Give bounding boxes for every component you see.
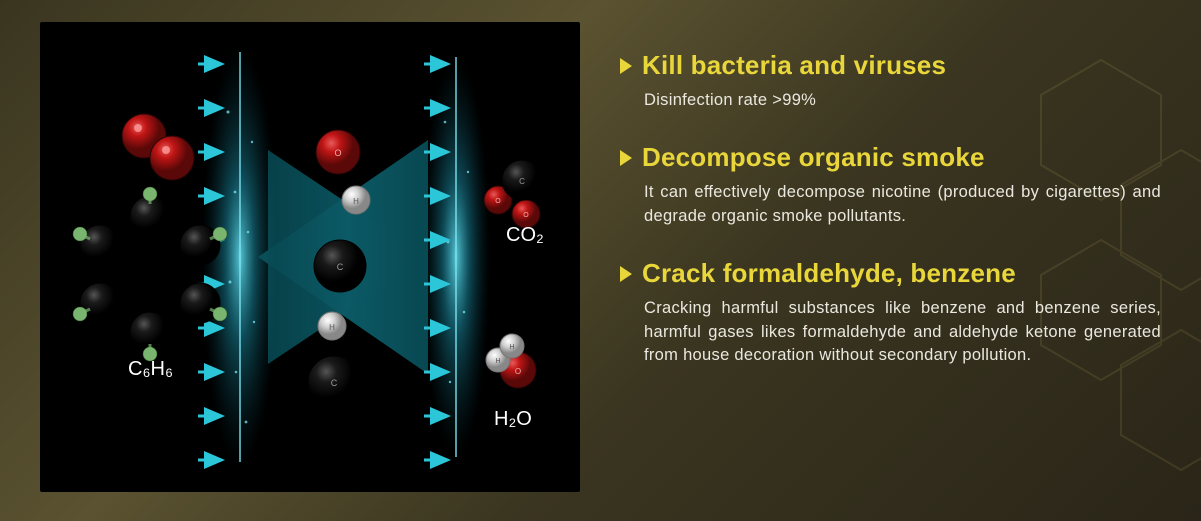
diagram-panel: O H C H C C O O [40,22,580,492]
glow-bar-right [422,57,490,457]
feature-list: Kill bacteria and viruses Disinfection r… [620,22,1161,499]
feature-desc-0: Disinfection rate >99% [620,89,1161,112]
svg-text:C: C [337,262,344,272]
feature-item-2: Crack formaldehyde, benzene Cracking har… [620,258,1161,367]
layout: O H C H C C O O [0,0,1201,521]
molecule-h2o: O H H [486,334,536,388]
molecule-co2: C O O [484,160,542,228]
feature-item-1: Decompose organic smoke It can effective… [620,142,1161,228]
triangle-bullet-icon [620,266,632,282]
svg-text:O: O [523,212,529,219]
triangle-bullet-icon [620,150,632,166]
label-co2: CO₂ [506,224,544,247]
svg-text:C: C [331,378,338,388]
feature-item-0: Kill bacteria and viruses Disinfection r… [620,50,1161,112]
feature-desc-2: Cracking harmful substances like benzene… [620,297,1161,367]
feature-title-1: Decompose organic smoke [642,142,985,173]
label-h2o: H₂O [494,408,532,431]
svg-text:C: C [519,177,525,186]
label-benzene: C₆H₆ [128,358,173,381]
feature-desc-1: It can effectively decompose nicotine (p… [620,181,1161,228]
svg-text:H: H [353,197,359,206]
molecule-o2 [122,114,194,180]
svg-text:H: H [509,344,514,351]
svg-text:O: O [334,148,341,158]
middle-atoms: O H C H C [308,130,370,408]
feature-title-2: Crack formaldehyde, benzene [642,258,1016,289]
svg-text:H: H [495,358,500,365]
svg-text:O: O [515,367,521,376]
triangle-bullet-icon [620,58,632,74]
feature-title-0: Kill bacteria and viruses [642,50,946,81]
svg-text:O: O [495,198,501,205]
svg-text:H: H [329,323,335,332]
